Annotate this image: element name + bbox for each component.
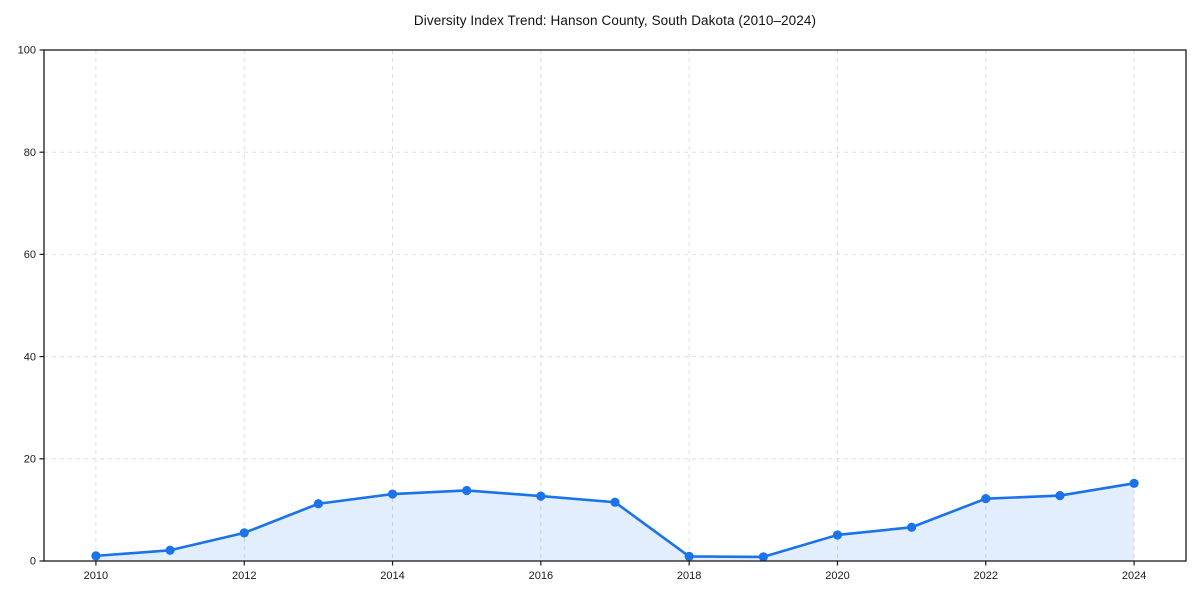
x-tick-label: 2024 — [1122, 570, 1146, 582]
data-point-2011 — [165, 545, 175, 555]
data-point-2023 — [1055, 490, 1065, 501]
y-tick-label: 100 — [18, 45, 36, 57]
data-point-2014 — [387, 489, 398, 499]
data-point-2015 — [462, 485, 472, 496]
data-point-2020 — [832, 530, 843, 540]
y-tick-label: 40 — [24, 351, 36, 363]
x-tick-label: 2014 — [380, 570, 404, 582]
data-point-2012 — [239, 528, 249, 538]
data-point-2017 — [610, 497, 620, 507]
x-tick-label: 2022 — [974, 570, 998, 582]
x-tick-label: 2012 — [232, 570, 256, 582]
data-point-2016 — [536, 491, 546, 501]
data-point-2021 — [907, 522, 917, 532]
y-tick-label: 0 — [30, 556, 36, 568]
axes-spines — [43, 49, 1187, 562]
x-tick-label: 2018 — [677, 570, 701, 582]
x-tick-label: 2016 — [529, 570, 553, 582]
x-tick-label: 2020 — [825, 570, 849, 582]
area-fill — [95, 483, 1135, 561]
data-point-2024 — [1129, 478, 1139, 488]
y-tick-label: 20 — [24, 454, 36, 466]
y-tick-label: 60 — [24, 249, 36, 261]
x-tick-label: 2010 — [84, 570, 108, 582]
y-tick-label: 80 — [24, 147, 36, 159]
chart-title: Diversity Index Trend: Hanson County, So… — [413, 13, 817, 28]
data-point-2010 — [91, 551, 101, 561]
data-point-2018 — [684, 551, 694, 562]
data-point-2022 — [981, 494, 991, 504]
data-point-2019 — [758, 552, 768, 562]
data-point-2013 — [313, 499, 323, 509]
